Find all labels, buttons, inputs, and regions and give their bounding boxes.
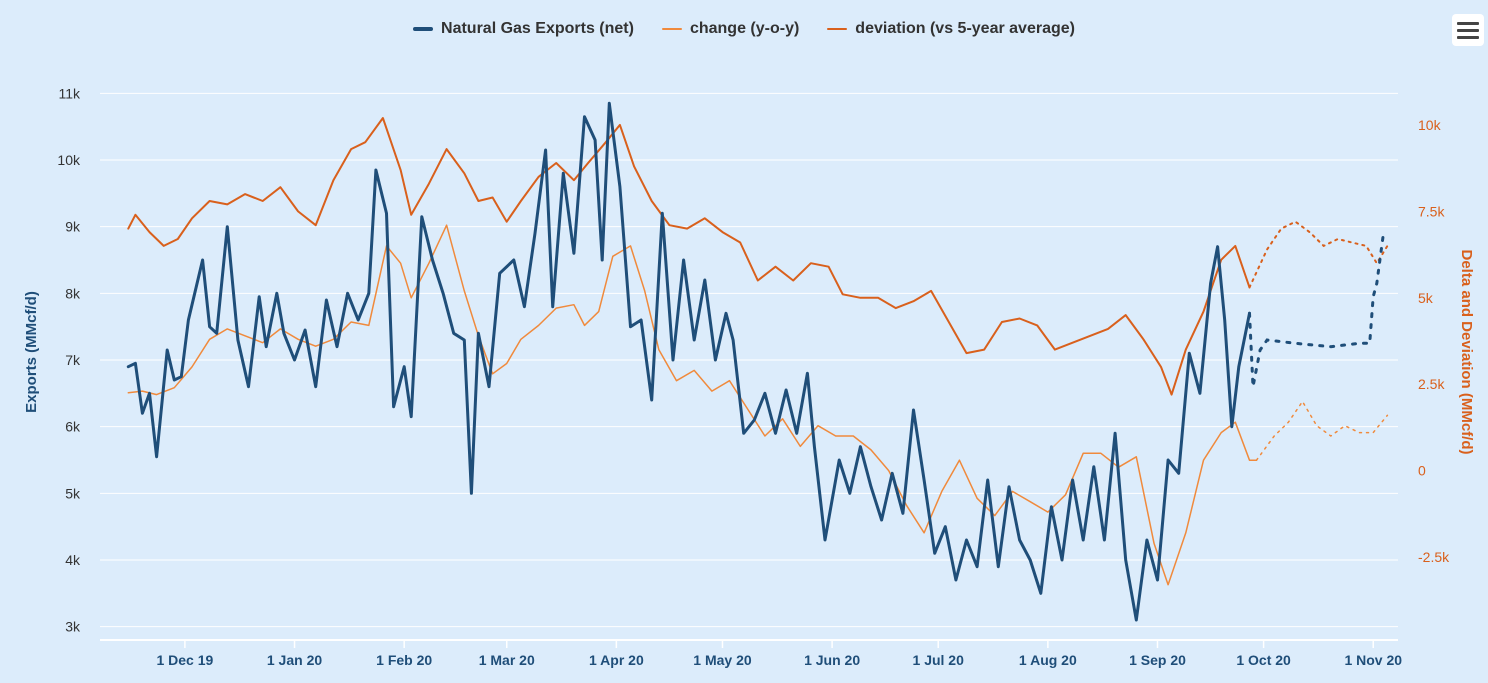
y-axis-right-title: Delta and Deviation (MMcf/d) [1458, 249, 1475, 454]
hamburger-menu-icon[interactable] [1452, 14, 1484, 46]
y-left-tick-label: 3k [65, 619, 81, 635]
legend-label-change: change (y-o-y) [689, 20, 800, 37]
series-line-deviation [127, 117, 1251, 396]
x-tick-label: 1 Mar 20 [479, 652, 535, 668]
x-tick-label: 1 Sep 20 [1129, 652, 1186, 668]
x-tick-label: 1 Oct 20 [1236, 652, 1291, 668]
legend-item-deviation[interactable]: deviation (vs 5-year average) [827, 20, 1075, 38]
y-left-tick-label: 6k [65, 419, 81, 435]
y-left-tick-label: 8k [65, 285, 81, 301]
y-right-tick-label: 7.5k [1418, 203, 1445, 219]
x-tick-label: 1 Dec 19 [156, 652, 213, 668]
menu-bar [1457, 21, 1479, 25]
x-tick-label: 1 Aug 20 [1019, 652, 1077, 668]
legend-label-deviation: deviation (vs 5-year average) [855, 20, 1075, 37]
legend-swatch-deviation [827, 28, 848, 30]
x-tick-label: 1 Apr 20 [589, 652, 644, 668]
y-right-tick-label: 2.5k [1418, 376, 1445, 392]
y-right-tick-label: 5k [1418, 290, 1434, 306]
y-left-tick-label: 7k [65, 352, 81, 368]
y-left-tick-label: 5k [65, 485, 81, 501]
y-right-tick-label: 0 [1418, 463, 1426, 479]
y-left-tick-label: 9k [65, 219, 81, 235]
y-right-tick-label: -2.5k [1418, 549, 1450, 565]
legend-item-exports[interactable]: Natural Gas Exports (net) [413, 20, 634, 38]
grid-lines [100, 92, 1398, 628]
y-left-tick-label: 10k [57, 152, 81, 168]
menu-bar [1457, 28, 1479, 32]
x-axis: 1 Dec 19 1 Jan 20 1 Feb 20 1 Mar 20 1 Apr 20… [100, 639, 1402, 668]
x-tick-label: 1 Feb 20 [376, 652, 432, 668]
x-tick-label: 1 May 20 [693, 652, 752, 668]
x-tick-label: 1 Jan 20 [267, 652, 322, 668]
y-axis-left: 3k 4k 5k 6k 7k 8k 9k 10k 11k [57, 85, 81, 634]
series-line-exports [126, 101, 1251, 622]
legend: Natural Gas Exports (net) change (y-o-y)… [0, 20, 1488, 38]
legend-item-change[interactable]: change (y-o-y) [661, 20, 800, 38]
series-projection-exports [1248, 228, 1386, 387]
y-right-tick-label: 10k [1418, 117, 1442, 133]
series-projection-change [1255, 400, 1389, 461]
y-axis-right: -2.5k 0 2.5k 5k 7.5k 10k [1418, 117, 1450, 565]
x-tick-label: 1 Jun 20 [804, 652, 860, 668]
legend-swatch-change [661, 28, 682, 30]
x-tick-label: 1 Jul 20 [913, 652, 965, 668]
y-axis-left-title: Exports (MMcf/d) [23, 291, 40, 413]
x-tick-label: 1 Nov 20 [1344, 652, 1402, 668]
series-layer [126, 101, 1389, 622]
legend-swatch-exports [413, 27, 434, 31]
y-left-tick-label: 11k [58, 85, 81, 101]
y-left-tick-label: 4k [65, 552, 81, 568]
legend-label-exports: Natural Gas Exports (net) [441, 20, 634, 37]
menu-bar [1457, 35, 1479, 39]
series-line-change [127, 224, 1258, 586]
series-projection-deviation [1248, 220, 1389, 289]
